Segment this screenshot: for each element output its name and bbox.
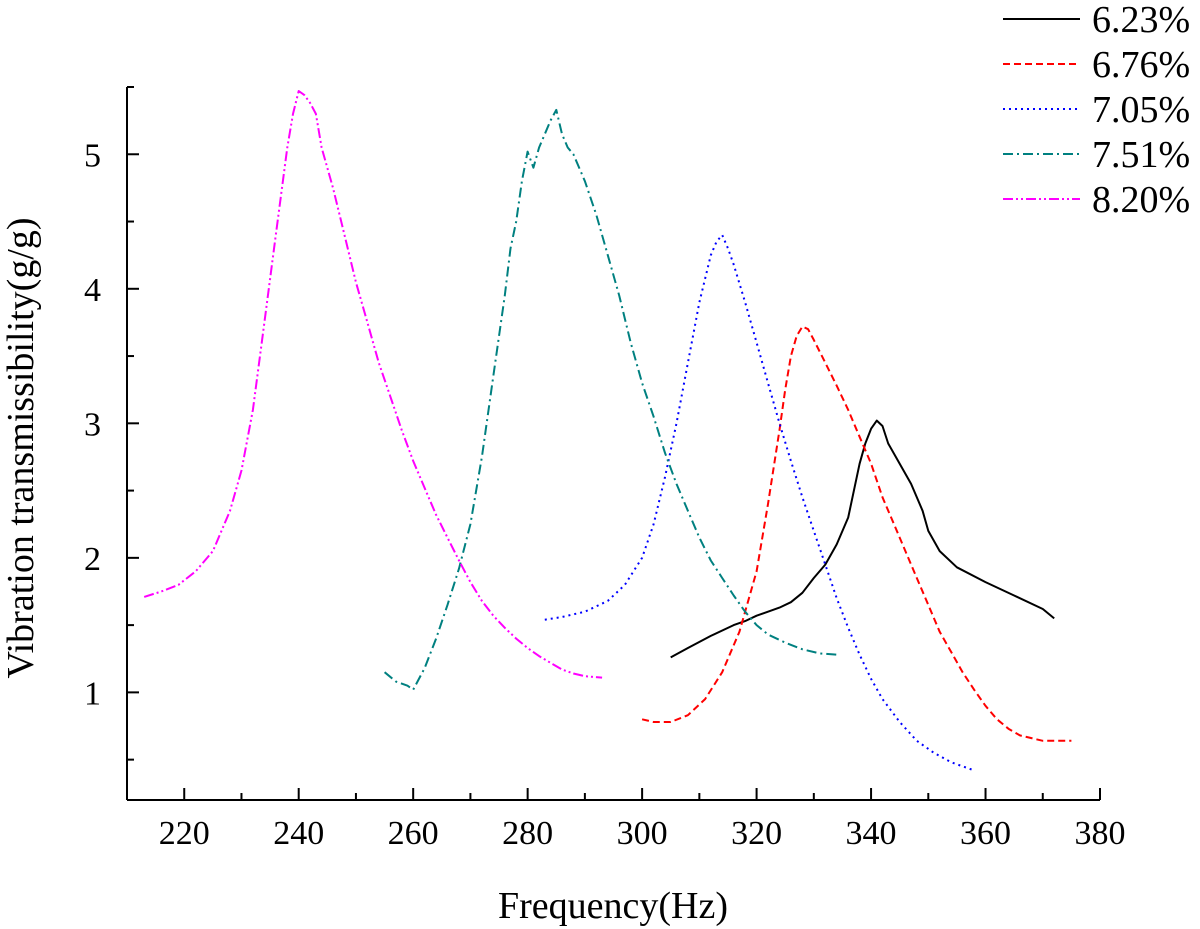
legend-label: 6.76% bbox=[1092, 44, 1190, 86]
y-tick-label: 1 bbox=[84, 675, 101, 712]
series-line-2 bbox=[641, 325, 1072, 742]
x-tick-label: 340 bbox=[846, 815, 897, 852]
legend-label: 8.20% bbox=[1092, 179, 1190, 221]
series-line-5 bbox=[143, 90, 603, 679]
series-line-1 bbox=[670, 419, 1055, 659]
x-tick-label: 360 bbox=[960, 815, 1011, 852]
x-axis: 220 240 260 280 300 320 340 360 380 bbox=[126, 788, 1126, 852]
y-axis-title: Vibration transmissibility(g/g) bbox=[0, 217, 42, 678]
y-tick-label: 3 bbox=[84, 406, 101, 443]
x-tick-label: 380 bbox=[1075, 815, 1126, 852]
legend-label: 7.05% bbox=[1092, 89, 1190, 131]
x-tick-label: 280 bbox=[502, 815, 553, 852]
y-tick-label: 2 bbox=[84, 541, 101, 578]
x-tick-label: 240 bbox=[273, 815, 324, 852]
y-tick-label: 4 bbox=[84, 272, 101, 309]
x-tick-label: 300 bbox=[617, 815, 668, 852]
series-line-3 bbox=[544, 234, 975, 772]
legend-label: 6.23% bbox=[1092, 0, 1190, 41]
y-tick-label: 5 bbox=[84, 137, 101, 174]
legend: 6.23%6.76%7.05%7.51%8.20% bbox=[1003, 0, 1190, 221]
series-line-4 bbox=[383, 108, 837, 691]
y-axis: 1 2 3 4 5 bbox=[84, 86, 139, 800]
legend-label: 7.51% bbox=[1092, 134, 1190, 176]
x-tick-label: 220 bbox=[159, 815, 210, 852]
x-axis-title: Frequency(Hz) bbox=[498, 885, 728, 927]
series-lines bbox=[143, 90, 1072, 772]
x-tick-label: 320 bbox=[731, 815, 782, 852]
x-tick-label: 260 bbox=[388, 815, 439, 852]
